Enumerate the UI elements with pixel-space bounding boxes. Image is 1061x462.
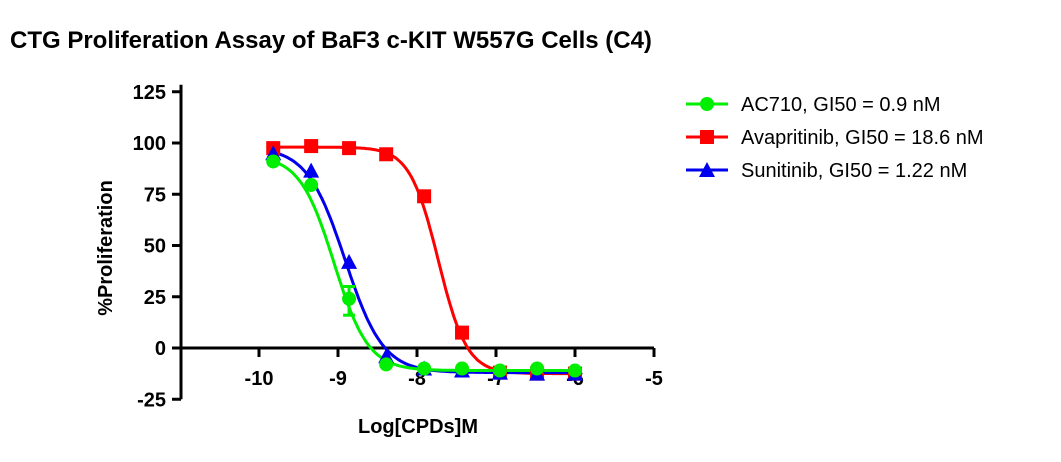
- data-point-0: [492, 363, 507, 378]
- data-point-0: [266, 154, 281, 169]
- x-tick-label: -5: [645, 368, 663, 390]
- data-point-0: [455, 361, 470, 376]
- data-point-0: [568, 363, 582, 378]
- y-tick-label: 125: [133, 82, 166, 104]
- fit-curve-1: [273, 145, 575, 376]
- legend-marker-2: [699, 162, 715, 177]
- legend-label-1: Avapritinib, GI50 = 18.6 nM: [741, 127, 984, 149]
- data-point-0: [417, 361, 432, 376]
- data-point-0: [530, 361, 545, 376]
- fit-curve-2: [272, 150, 575, 375]
- legend-label-2: Sunitinib, GI50 = 1.22 nM: [741, 160, 967, 182]
- legend-marker-0: [700, 97, 714, 111]
- chart-title: CTG Proliferation Assay of BaF3 c-KIT W5…: [10, 27, 652, 54]
- data-point-2: [341, 253, 358, 269]
- y-tick-label: 100: [133, 133, 166, 155]
- y-tick-label: 0: [155, 338, 166, 360]
- legend-marker-1: [700, 130, 714, 144]
- data-point-1: [417, 189, 432, 204]
- data-point-1: [342, 141, 357, 156]
- data-point-0: [379, 357, 394, 372]
- data-point-1: [379, 147, 394, 162]
- x-axis-label: Log[CPDs]M: [358, 416, 478, 438]
- data-point-2: [303, 162, 320, 178]
- data-point-1: [455, 325, 470, 340]
- y-tick-label: 75: [144, 184, 166, 206]
- y-tick-label: 50: [144, 236, 166, 258]
- x-tick-label: -9: [329, 368, 347, 390]
- data-point-1: [304, 139, 319, 154]
- x-tick-label: -10: [245, 368, 274, 390]
- y-tick-label: -25: [137, 389, 166, 411]
- data-point-0: [304, 178, 319, 193]
- y-tick-label: 25: [144, 287, 166, 309]
- legend-label-0: AC710, GI50 = 0.9 nM: [741, 94, 941, 116]
- y-axis-label: %Proliferation: [95, 180, 117, 316]
